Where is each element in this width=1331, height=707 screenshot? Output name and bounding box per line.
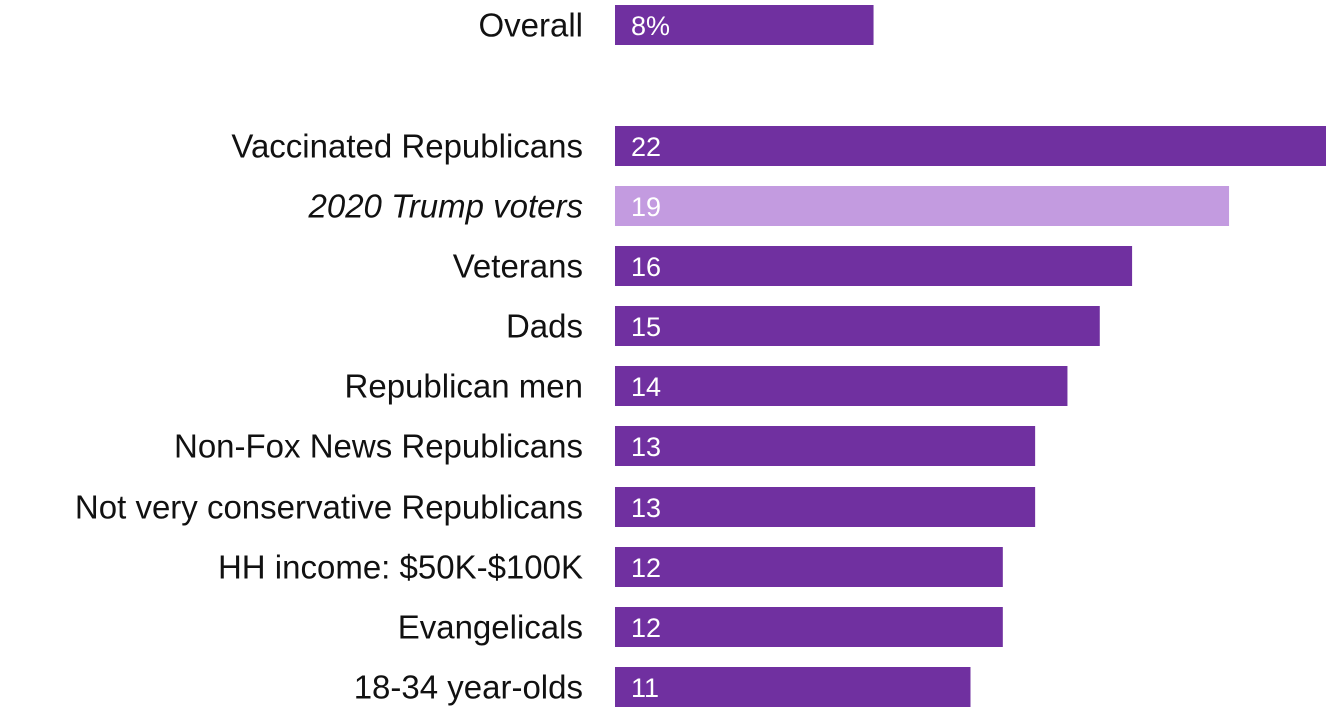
bar-2020-trump-voters [615, 186, 1230, 226]
category-label-dads: Dads [506, 308, 583, 345]
category-label-overall: Overall [478, 7, 583, 44]
bar-not-very-conservative-republicans [615, 487, 1036, 527]
bar-dads [615, 306, 1100, 346]
bar-non-fox-news-republicans [615, 426, 1036, 466]
value-label-overall: 8% [631, 11, 670, 41]
value-label-2020-trump-voters: 19 [631, 192, 661, 222]
value-label-evangelicals: 12 [631, 613, 661, 643]
value-label-non-fox-news-republicans: 13 [631, 432, 661, 462]
category-label-2020-trump-voters: 2020 Trump voters [307, 188, 583, 225]
value-label-not-very-conservative-republicans: 13 [631, 493, 661, 523]
category-label-hh-income-50k-100k: HH income: $50K-$100K [218, 549, 583, 586]
category-label-veterans: Veterans [453, 248, 583, 285]
value-label-dads: 15 [631, 312, 661, 342]
category-label-vaccinated-republicans: Vaccinated Republicans [231, 128, 583, 165]
bar-overall [615, 5, 874, 45]
category-label-republican-men: Republican men [345, 368, 583, 405]
value-label-18-34-year-olds: 11 [631, 673, 659, 703]
category-label-non-fox-news-republicans: Non-Fox News Republicans [174, 428, 583, 465]
bar-hh-income-50k-100k [615, 547, 1003, 587]
bar-veterans [615, 246, 1133, 286]
value-label-republican-men: 14 [631, 372, 661, 402]
value-label-vaccinated-republicans: 22 [631, 132, 661, 162]
value-label-hh-income-50k-100k: 12 [631, 553, 661, 583]
category-label-18-34-year-olds: 18-34 year-olds [354, 669, 583, 706]
bar-evangelicals [615, 607, 1003, 647]
category-label-not-very-conservative-republicans: Not very conservative Republicans [75, 489, 583, 526]
bar-republican-men [615, 366, 1068, 406]
bar-vaccinated-republicans [615, 126, 1326, 166]
category-label-evangelicals: Evangelicals [398, 609, 583, 646]
value-label-veterans: 16 [631, 252, 661, 282]
bar-18-34-year-olds [615, 667, 971, 707]
